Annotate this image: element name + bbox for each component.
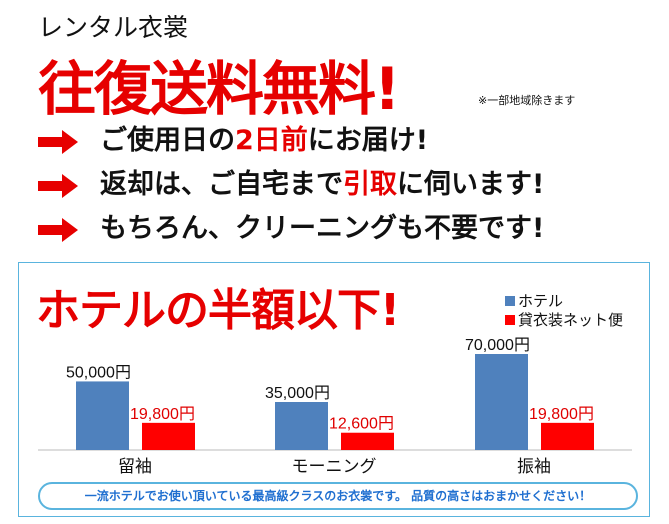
feature-line: ご使用日の2日前にお届け! <box>38 118 428 157</box>
legend-swatch <box>505 315 515 325</box>
feature-text: ご使用日の <box>100 125 235 156</box>
chart-box <box>18 262 650 517</box>
feature-text: もちろん、クリーニングも不要です! <box>100 213 545 244</box>
feature-text: 返却は、ご自宅まで <box>100 169 343 200</box>
headline: 往復送料無料! <box>38 55 400 123</box>
chart-title: ホテルの半額以下! <box>36 285 400 336</box>
category-label: 振袖 <box>517 457 551 477</box>
arrow-right-icon <box>38 129 78 154</box>
bar <box>275 402 328 450</box>
subtitle: レンタル衣裳 <box>38 13 189 42</box>
note: ※一部地域除きます <box>478 94 576 107</box>
feature-line: 返却は、ご自宅まで引取に伺います! <box>38 162 544 201</box>
category-label: 留袖 <box>118 457 152 477</box>
bar <box>76 381 129 450</box>
arrow-right-icon <box>38 173 78 198</box>
bar-value-label: 70,000円 <box>465 337 530 354</box>
legend-swatch <box>505 296 515 306</box>
category-label: モーニング <box>292 457 377 477</box>
arrow-right-icon <box>38 217 78 242</box>
highlight-text: 2日前 <box>235 125 308 156</box>
bar-value-label: 50,000円 <box>66 364 131 381</box>
legend-item-hotel: ホテル <box>505 290 563 311</box>
bar <box>475 354 528 450</box>
bar <box>341 432 394 450</box>
bar-value-label: 35,000円 <box>265 385 330 402</box>
bar-value-label: 19,800円 <box>130 406 195 423</box>
bar <box>142 422 195 450</box>
legend-label: ホテル <box>518 292 564 310</box>
bar-value-label: 19,800円 <box>529 406 594 423</box>
feature-text: に伺います! <box>397 169 545 200</box>
feature-line: もちろん、クリーニングも不要です! <box>38 206 544 245</box>
legend-item-rental: 貸衣装ネット便 <box>505 309 623 330</box>
highlight-text: 引取 <box>343 169 397 200</box>
legend-label: 貸衣装ネット便 <box>518 311 624 329</box>
quality-banner: 一流ホテルでお使い頂いている最高級クラスのお衣裳です。 品質の高さはおまかせくだ… <box>38 482 638 510</box>
bar <box>541 422 594 450</box>
feature-text: にお届け! <box>307 125 429 156</box>
bar-value-label: 12,600円 <box>329 416 394 433</box>
